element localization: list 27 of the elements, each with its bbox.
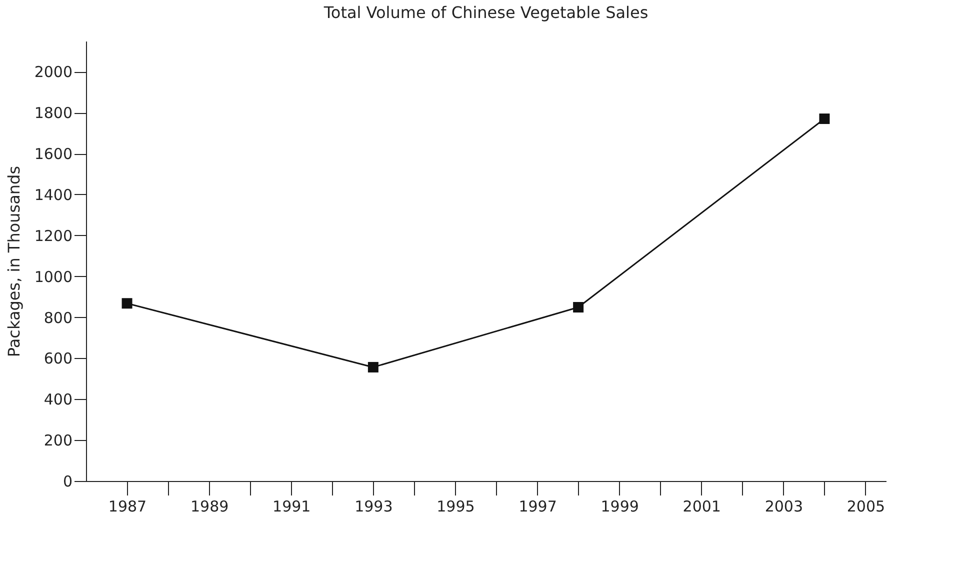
point xyxy=(368,362,378,372)
x-tick-label: 2001 xyxy=(682,498,721,516)
y-tick-label: 200 xyxy=(44,432,72,450)
point xyxy=(122,298,132,309)
x-tick-label: 1995 xyxy=(436,498,475,516)
y-tick-label: 1000 xyxy=(34,268,72,286)
y-tick-label: 1600 xyxy=(34,145,72,164)
x-tick-label: 1989 xyxy=(190,498,229,516)
y-tick-label: 600 xyxy=(44,350,72,368)
y-tick-label: 0 xyxy=(62,472,72,490)
y-tick-label: 1200 xyxy=(34,226,72,245)
point xyxy=(573,302,584,312)
x-tick-label: 1991 xyxy=(272,498,311,516)
y-tick-label: 1800 xyxy=(34,104,72,122)
x-tick-label: 1999 xyxy=(600,498,639,516)
y-axis-title: Packages, in Thousands xyxy=(4,166,24,358)
y-tick-label: 1400 xyxy=(34,186,72,204)
x-tick-label: 1997 xyxy=(518,498,557,516)
x-tick-label: 2003 xyxy=(764,498,804,516)
x-tick-label: 1993 xyxy=(354,498,393,516)
y-tick-label: 400 xyxy=(44,390,72,409)
x-tick-label: 2005 xyxy=(846,498,886,516)
x-tick-label: 1987 xyxy=(108,498,147,516)
y-tick-label: 800 xyxy=(44,308,72,327)
y-tick-label: 2000 xyxy=(34,63,72,82)
point xyxy=(819,114,830,124)
chart-title: Total Volume of Chinese Vegetable Sales xyxy=(322,3,648,22)
